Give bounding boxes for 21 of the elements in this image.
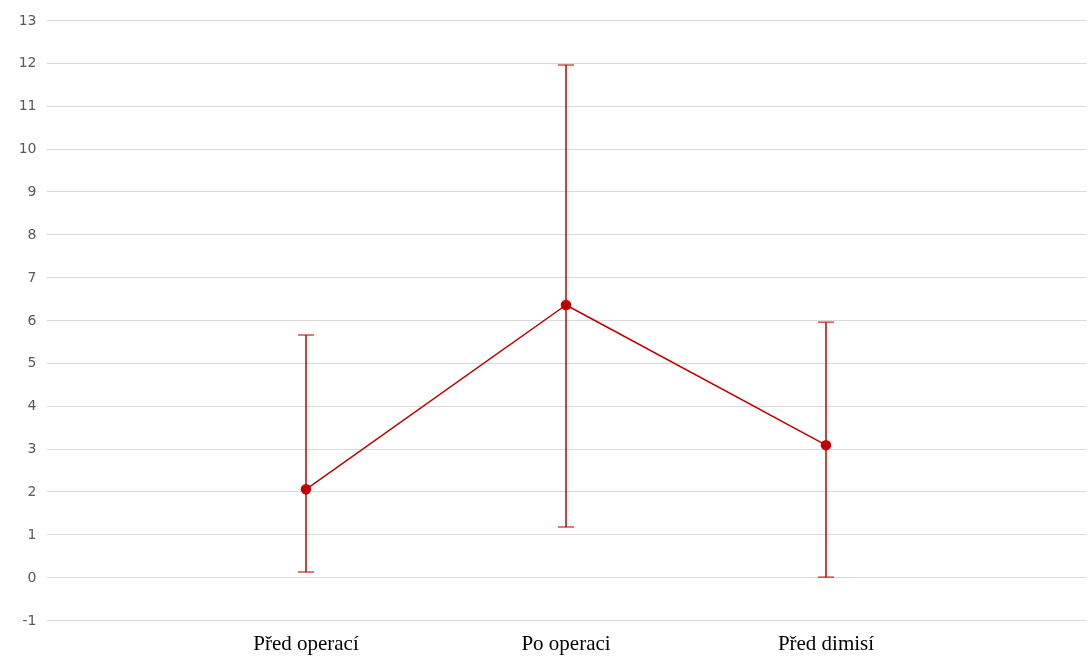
y-tick-label: 2 bbox=[27, 482, 37, 499]
point bbox=[560, 299, 572, 311]
point bbox=[820, 439, 832, 451]
x-tick-label: Po operaci bbox=[521, 630, 611, 655]
point bbox=[300, 484, 312, 495]
y-tick-label: 11 bbox=[18, 97, 37, 114]
y-tick-label: 12 bbox=[18, 54, 37, 71]
y-tick-label: 8 bbox=[27, 225, 37, 242]
x-tick-label: Před operací bbox=[253, 630, 359, 655]
y-tick-label: 13 bbox=[18, 11, 37, 28]
y-tick-label: 0 bbox=[27, 568, 37, 585]
y-tick-label: 9 bbox=[27, 182, 37, 199]
y-tick-label: 7 bbox=[27, 268, 37, 285]
y-tick-label: -1 bbox=[22, 611, 37, 628]
y-tick-label: 4 bbox=[27, 397, 37, 414]
y-tick-label: 6 bbox=[27, 311, 37, 328]
y-tick-label: 5 bbox=[27, 354, 37, 371]
y-tick-label: 1 bbox=[27, 525, 37, 542]
y-tick-label: 3 bbox=[27, 440, 37, 457]
x-tick-label: Před dimisí bbox=[777, 630, 875, 655]
y-tick-label: 10 bbox=[18, 140, 37, 157]
